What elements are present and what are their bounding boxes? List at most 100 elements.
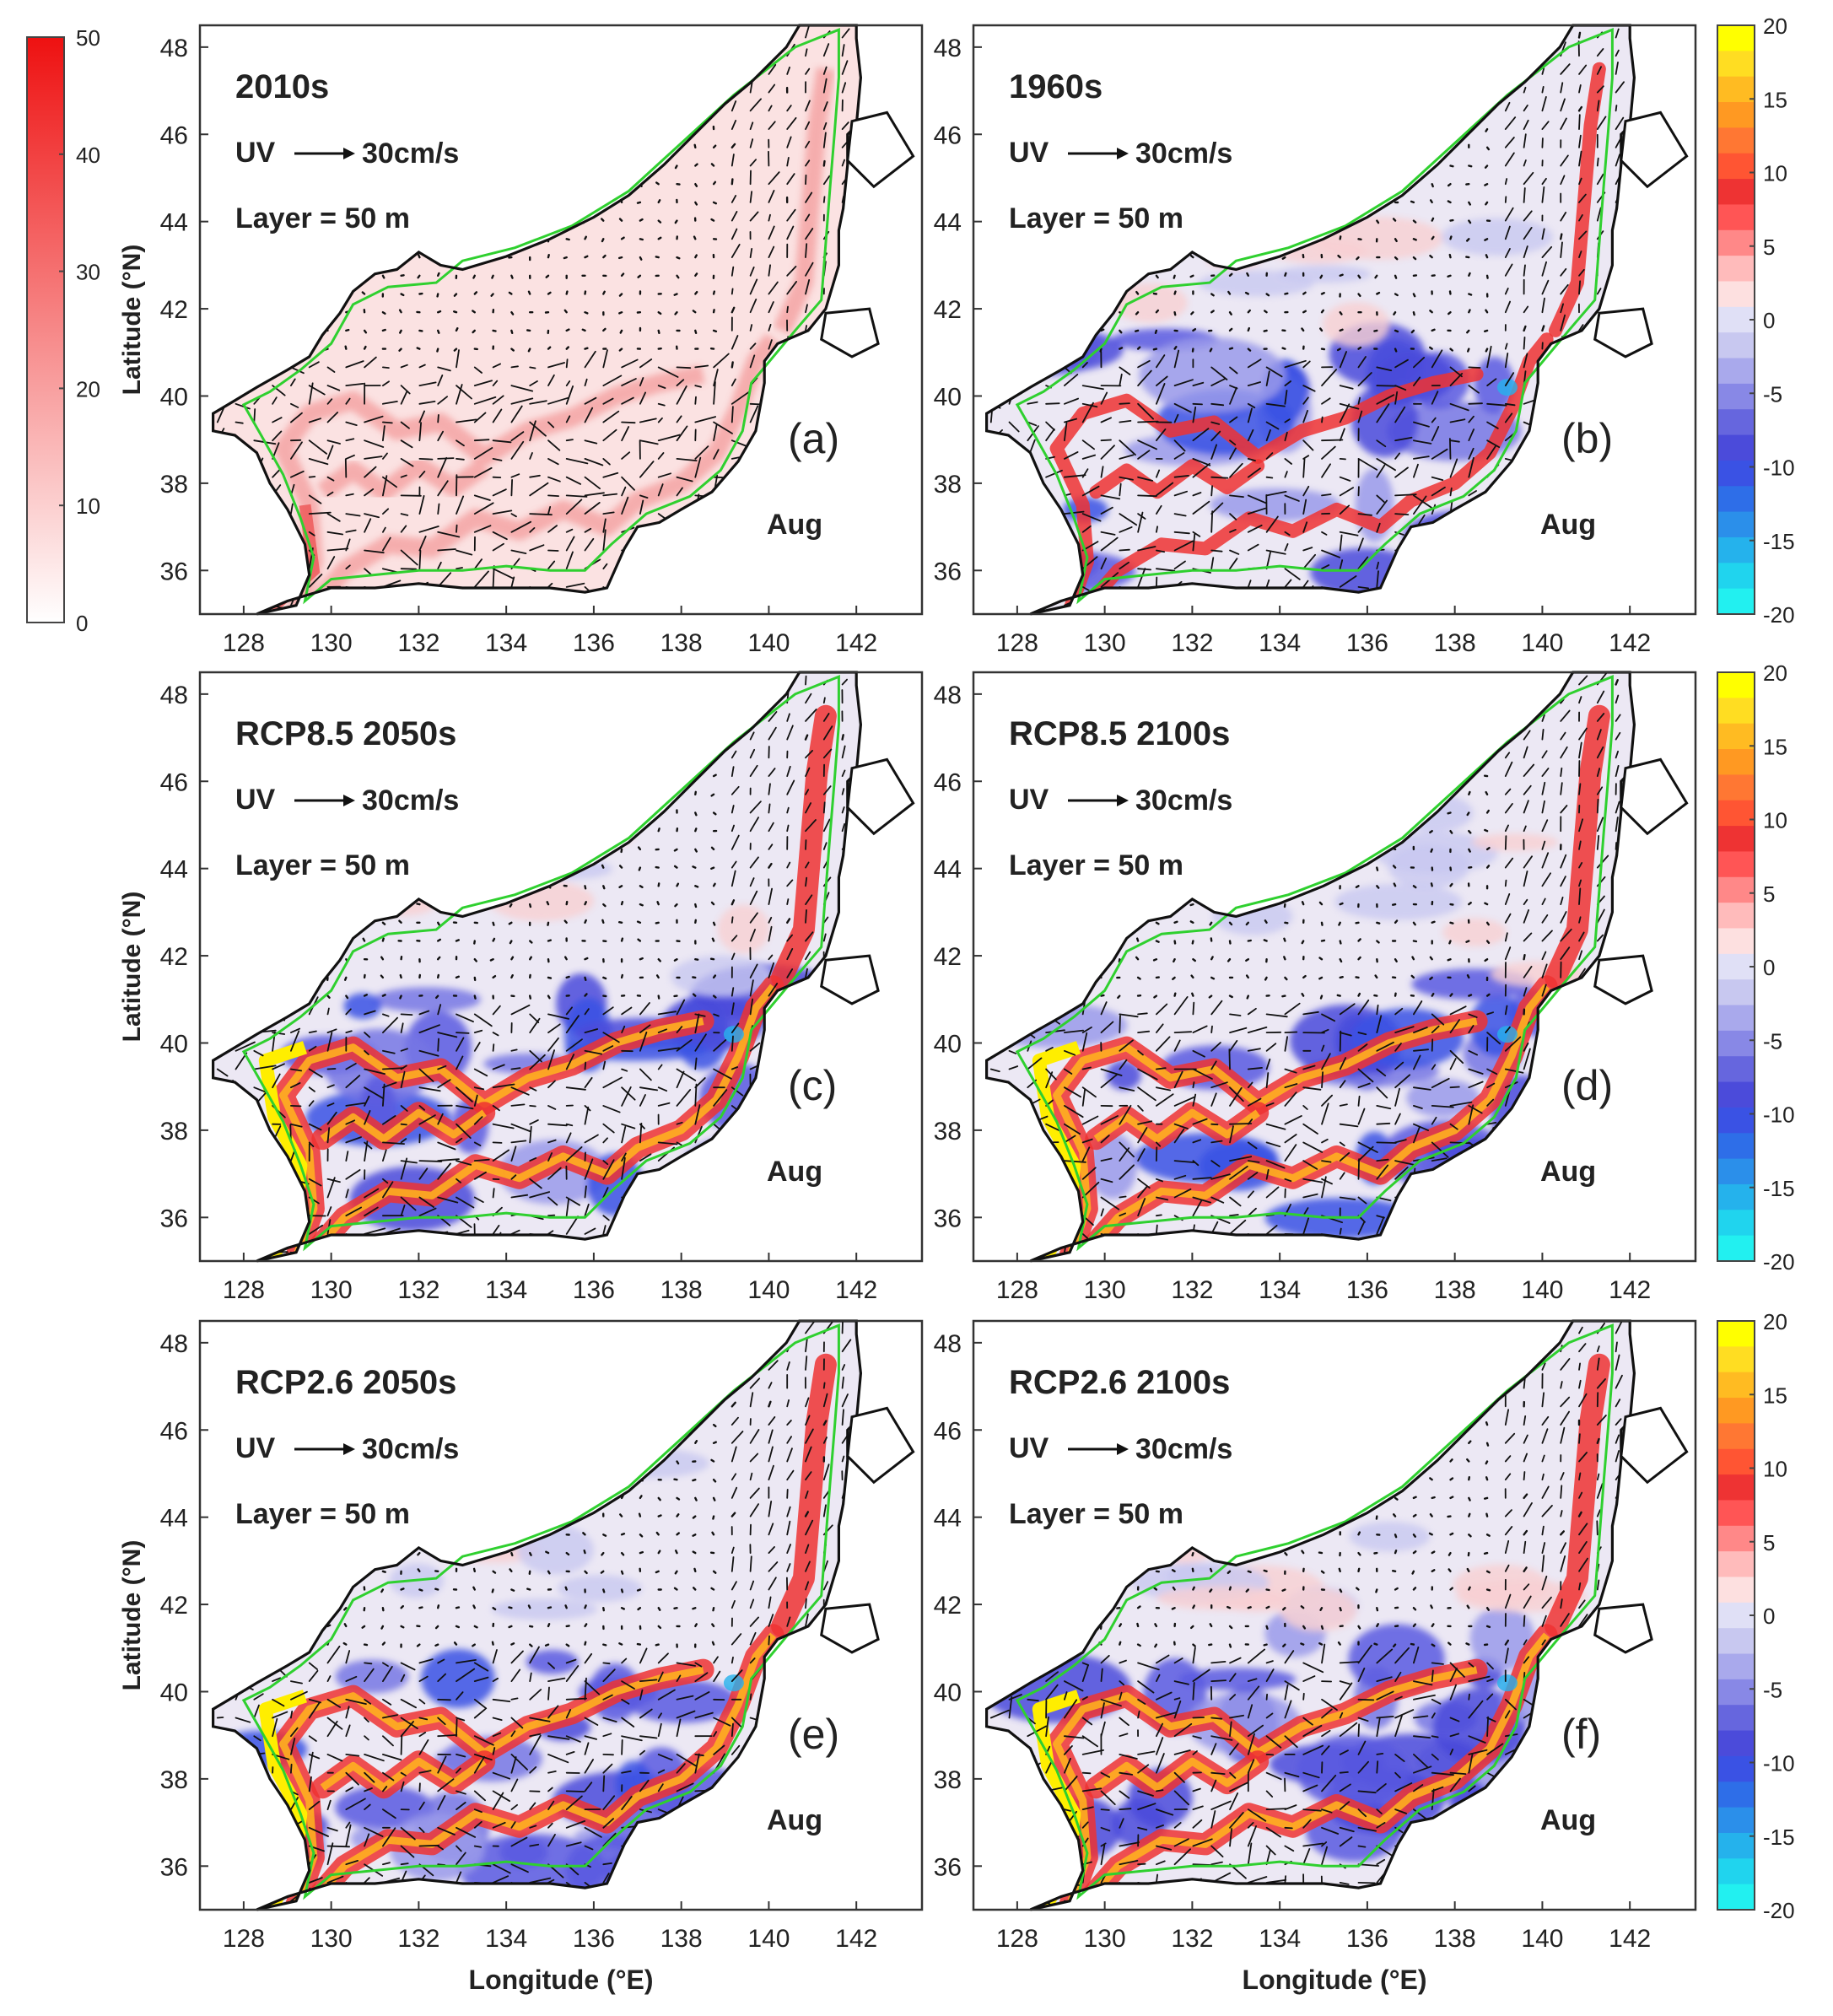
velocity-arrow — [1173, 1128, 1185, 1144]
velocity-arrow — [639, 499, 644, 515]
velocity-arrow — [456, 567, 464, 570]
velocity-arrow — [345, 1030, 353, 1034]
velocity-arrow — [308, 418, 322, 423]
velocity-arrow — [1413, 1123, 1429, 1131]
velocity-arrow — [1100, 494, 1121, 500]
velocity-arrow — [565, 975, 570, 979]
diff-tick-label: 20 — [1763, 13, 1787, 39]
velocity-arrow — [713, 1089, 728, 1107]
velocity-arrow — [676, 415, 682, 423]
velocity-arrow — [694, 182, 698, 187]
velocity-arrow — [510, 440, 525, 460]
layer-label: Layer = 50 m — [235, 202, 410, 234]
velocity-arrow — [1376, 464, 1386, 478]
velocity-arrow — [1229, 1027, 1248, 1034]
velocity-arrow — [437, 503, 440, 515]
velocity-arrow — [822, 748, 833, 759]
velocity-arrow — [786, 898, 790, 906]
velocity-arrow — [345, 1075, 361, 1089]
velocity-arrow — [1484, 164, 1489, 169]
velocity-arrow — [290, 412, 303, 423]
island-north — [846, 111, 915, 189]
velocity-arrow — [1338, 921, 1341, 926]
velocity-arrow — [1339, 504, 1350, 515]
velocity-arrow — [694, 1077, 706, 1089]
velocity-arrow — [455, 327, 459, 332]
velocity-arrow — [731, 306, 736, 314]
velocity-arrow — [1376, 494, 1385, 503]
diff-tick-label: 10 — [1763, 808, 1787, 833]
velocity-arrow — [768, 323, 772, 332]
velocity-arrow — [657, 882, 660, 887]
velocity-arrow — [381, 536, 391, 552]
velocity-arrow — [1485, 809, 1490, 814]
velocity-arrow — [1137, 1012, 1148, 1016]
velocity-arrow — [841, 806, 845, 814]
velocity-arrow — [510, 1140, 527, 1144]
velocity-arrow — [545, 274, 550, 278]
velocity-arrow — [1247, 1007, 1257, 1016]
diff-tick-label: 10 — [1763, 161, 1787, 186]
velocity-arrow — [1229, 1086, 1243, 1107]
velocity-arrow — [1228, 327, 1233, 332]
velocity-arrow — [456, 418, 477, 423]
velocity-arrow — [768, 711, 778, 722]
velocity-arrow — [418, 1010, 430, 1016]
velocity-arrow — [822, 43, 830, 57]
velocity-arrow — [1484, 958, 1489, 962]
velocity-arrow — [1027, 401, 1038, 405]
velocity-arrow — [1081, 468, 1089, 478]
velocity-arrow — [584, 919, 587, 924]
colorbar-swatch — [1717, 800, 1755, 827]
velocity-arrow — [1486, 1098, 1495, 1107]
colorbar-swatch — [1717, 1832, 1755, 1859]
velocity-arrow — [1281, 995, 1286, 998]
velocity-arrow — [1210, 1000, 1223, 1016]
velocity-arrow — [1321, 445, 1336, 460]
weak-anomaly-patch — [1472, 833, 1559, 851]
velocity-arrow — [1523, 305, 1529, 314]
velocity-arrow — [1119, 1104, 1132, 1125]
velocity-arrow — [1135, 290, 1140, 295]
velocity-arrow — [1210, 502, 1224, 515]
velocity-arrow — [1431, 328, 1436, 332]
velocity-arrow — [326, 1206, 332, 1217]
velocity-arrow — [1064, 1160, 1086, 1163]
velocity-arrow — [473, 1068, 488, 1077]
velocity-arrow — [1321, 1028, 1329, 1034]
velocity-arrow — [381, 425, 385, 442]
velocity-arrow — [1137, 359, 1151, 369]
velocity-arrow — [1119, 366, 1131, 375]
velocity-arrow — [1173, 475, 1189, 478]
velocity-arrow — [620, 937, 624, 942]
velocity-arrow — [1247, 1048, 1261, 1052]
velocity-arrow — [326, 1102, 335, 1107]
velocity-arrow — [364, 415, 384, 423]
velocity-arrow — [1596, 116, 1607, 130]
velocity-arrow — [1265, 1169, 1270, 1180]
velocity-arrow — [1523, 159, 1527, 167]
velocity-arrow — [345, 1119, 356, 1125]
x-tick-label: 132 — [1171, 629, 1213, 657]
velocity-arrow — [1429, 976, 1433, 980]
map-panel-b: 128 130 132 134 136 138 140 1423638404244464819… — [934, 24, 1697, 657]
velocity-arrow — [1320, 309, 1324, 314]
velocity-arrow — [1265, 1072, 1270, 1089]
velocity-arrow — [527, 348, 531, 353]
velocity-arrow — [584, 476, 601, 490]
velocity-arrow — [473, 1116, 483, 1125]
x-tick-label: 140 — [747, 1276, 790, 1304]
velocity-arrow — [1247, 1066, 1263, 1070]
velocity-arrow — [1100, 1073, 1119, 1089]
velocity-arrow — [1265, 1058, 1271, 1070]
velocity-arrow — [841, 745, 846, 759]
velocity-arrow — [694, 848, 698, 853]
velocity-arrow — [1081, 1138, 1093, 1144]
colorbar-swatch — [1717, 1030, 1755, 1057]
velocity-arrow — [510, 479, 514, 497]
velocity-arrow — [1210, 549, 1223, 553]
velocity-arrow — [1413, 494, 1432, 509]
velocity-arrow — [492, 408, 503, 423]
diff-tick-label: -15 — [1763, 529, 1795, 554]
velocity-arrow — [1155, 1196, 1169, 1201]
